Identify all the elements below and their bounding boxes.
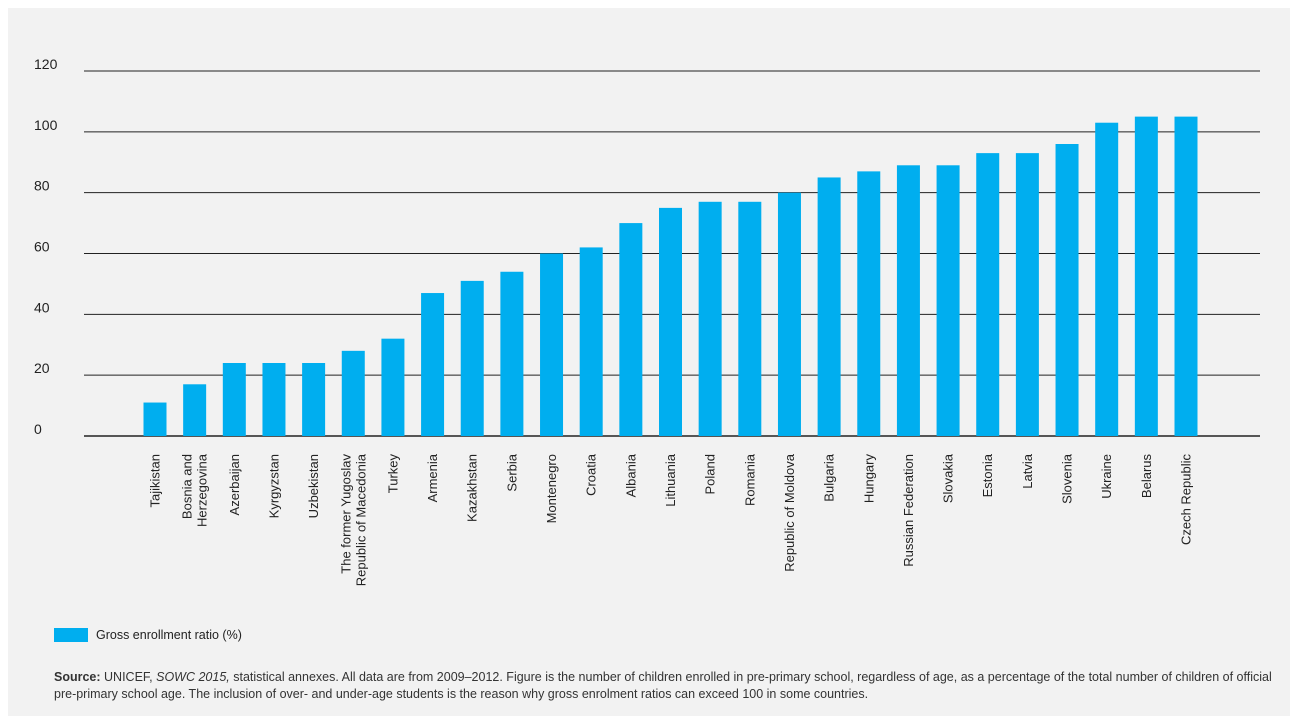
source-publication: SOWC 2015, (156, 670, 230, 684)
y-tick-label: 40 (34, 299, 50, 315)
y-tick-label: 20 (34, 360, 50, 376)
x-tick-label: Romania (742, 453, 757, 506)
figure-panel: 0 20 40 60 80 100 120 Tajikistan Bosnia andHerze… (8, 8, 1290, 716)
x-tick-label: Republic of Moldova (782, 453, 797, 572)
bar (976, 153, 1000, 436)
x-tick-label: Poland (703, 454, 718, 494)
x-tick-label: The former YugoslavRepublic of Macedonia (338, 453, 368, 586)
bar (936, 165, 960, 436)
bar (777, 192, 801, 436)
bar (421, 293, 445, 436)
x-tick-label: Ukraine (1099, 454, 1114, 499)
legend-label: Gross enrollment ratio (%) (96, 628, 242, 642)
bar (1055, 144, 1079, 436)
x-tick-label: Uzbekistan (306, 454, 321, 518)
x-tick-label: Armenia (425, 453, 440, 502)
bar (183, 384, 207, 436)
y-tick-label: 100 (34, 117, 58, 133)
legend-swatch (54, 628, 88, 642)
bar (896, 165, 920, 436)
x-tick-label: Bosnia andHerzegovina (180, 453, 210, 527)
x-tick-label: Estonia (980, 453, 995, 497)
bar (143, 402, 167, 436)
bar (381, 338, 405, 436)
source-label: Source: (54, 670, 101, 684)
bar (857, 171, 881, 436)
bar (817, 177, 841, 437)
legend: Gross enrollment ratio (%) (54, 628, 242, 642)
bar (222, 363, 246, 436)
bar (540, 253, 564, 436)
x-tick-label: Kyrgyzstan (266, 454, 281, 518)
x-tick-label: Czech Republic (1179, 454, 1194, 546)
x-tick-label: Turkey (385, 454, 400, 494)
x-tick-label: Latvia (1020, 453, 1035, 488)
x-tick-label: Albania (623, 453, 638, 497)
x-tick-label: Slovenia (1060, 453, 1075, 504)
source-note: Source: UNICEF, SOWC 2015, statistical a… (54, 669, 1284, 703)
x-tick-label: Belarus (1139, 454, 1154, 499)
bar (698, 201, 722, 436)
bar (1095, 122, 1119, 436)
bar (460, 280, 484, 436)
x-tick-label: Bulgaria (822, 453, 837, 501)
bar (579, 247, 603, 436)
x-tick-label: Croatia (584, 453, 599, 496)
y-tick-label: 60 (34, 239, 50, 255)
source-text-after: statistical annexes. All data are from 2… (54, 670, 1272, 701)
bar (302, 363, 326, 436)
x-tick-label: Russian Federation (901, 454, 916, 567)
bar (738, 201, 762, 436)
source-text-before: UNICEF, (100, 670, 157, 684)
x-tick-label: Serbia (504, 453, 519, 491)
y-tick-label: 120 (34, 56, 58, 72)
bar-chart: 0 20 40 60 80 100 120 Tajikistan Bosnia andHerze… (34, 56, 1260, 586)
bar (619, 223, 643, 436)
x-tick-label: Hungary (861, 454, 876, 504)
x-tick-label: Tajikistan (148, 454, 163, 507)
bar (1015, 153, 1039, 436)
bar (262, 363, 286, 436)
bar (1174, 116, 1198, 436)
y-tick-label: 80 (34, 178, 50, 194)
x-tick-label: Kazakhstan (465, 454, 480, 522)
y-tick-label: 0 (34, 421, 42, 437)
bar (500, 271, 524, 436)
x-tick-label: Azerbaijan (227, 454, 242, 515)
bar (659, 207, 682, 436)
x-tick-label: Lithuania (663, 453, 678, 507)
x-tick-label: Slovakia (941, 453, 956, 503)
bar (341, 350, 365, 436)
bar (1134, 116, 1158, 436)
x-tick-label: Montenegro (544, 454, 559, 523)
